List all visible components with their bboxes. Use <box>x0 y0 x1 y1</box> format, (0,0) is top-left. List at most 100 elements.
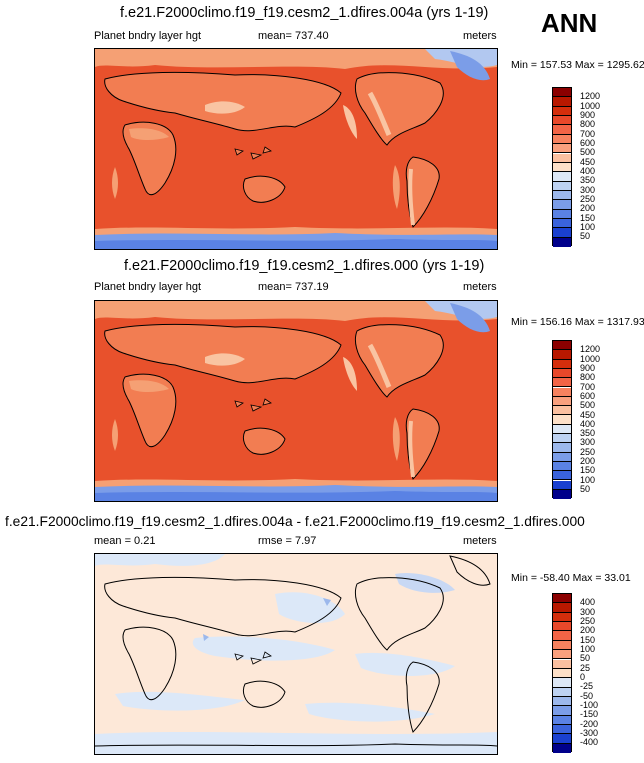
cb1-swatch <box>553 181 571 191</box>
cb1-label: 1000 <box>580 101 601 111</box>
panel3-blue-patch <box>305 702 435 722</box>
cb2-label: 200 <box>580 456 596 466</box>
cb2-label: 1000 <box>580 354 601 364</box>
panel2-colorbar <box>552 340 572 499</box>
panel3-map-field <box>95 554 497 754</box>
cb1-swatch <box>553 172 571 182</box>
panel3-colorbar <box>552 593 572 753</box>
panel1-california-stratocumulus <box>343 105 357 139</box>
panel3-units: meters <box>463 535 497 547</box>
cb1-label: 600 <box>580 138 596 148</box>
cb2-swatch <box>553 368 571 379</box>
cb2-swatch <box>553 471 571 481</box>
cb1-swatch <box>553 106 571 117</box>
cb1-swatch <box>553 134 571 145</box>
cb3-label: -300 <box>580 728 599 738</box>
cb1-label: 500 <box>580 147 596 157</box>
panel3-africa-coast <box>122 626 177 701</box>
cb3-swatch <box>553 659 571 669</box>
panel1-map <box>94 48 498 250</box>
panel1-greenland <box>450 51 490 81</box>
cb3-label: -400 <box>580 737 599 747</box>
panel1-mean: mean= 737.40 <box>258 30 329 42</box>
panel1-tibet <box>205 101 245 114</box>
cb2-swatch <box>553 359 571 369</box>
panel2-variable-label: Planet bndry layer hgt <box>94 281 202 293</box>
cb3-swatch <box>553 706 571 716</box>
cb1-swatch <box>553 153 571 163</box>
panel1-rockies <box>367 91 392 136</box>
cb2-label: 150 <box>580 465 596 475</box>
cb3-label: -150 <box>580 709 599 719</box>
cb2-label: 50 <box>580 484 591 494</box>
panel2-australia <box>242 427 286 455</box>
panel2-maritime-islands <box>234 398 272 412</box>
panel1-south-america <box>405 156 440 228</box>
cb2-label: 400 <box>580 419 596 429</box>
panel3-blue-patch <box>115 691 245 711</box>
panel3-map <box>94 553 498 755</box>
panel3-title: f.e21.F2000climo.f19_f19.cesm2_1.dfires.… <box>5 514 585 529</box>
panel1-australia <box>242 175 286 203</box>
panel3-australia-coast <box>242 680 286 708</box>
cb3-label: 250 <box>580 616 596 626</box>
cb2-swatch <box>553 378 571 388</box>
panel3-greenland-coast <box>449 555 491 586</box>
cb2-label: 700 <box>580 382 596 392</box>
cb3-swatch <box>553 696 571 707</box>
cb2-swatch <box>553 480 571 490</box>
panel1-maritime-islands <box>234 146 272 160</box>
cb1-label: 700 <box>580 129 596 139</box>
cb3-label: 25 <box>580 663 591 673</box>
panel2-minmax: Min = 156.16 Max = 1317.93 <box>511 316 644 328</box>
panel2-andes <box>408 420 415 478</box>
cb2-label: 100 <box>580 475 596 485</box>
cb3-swatch <box>553 678 571 688</box>
panel3-blue-patch <box>192 636 335 661</box>
cb1-label: 450 <box>580 157 596 167</box>
panel2-units: meters <box>463 281 497 293</box>
cb1-label: 800 <box>580 119 596 129</box>
cb2-swatch <box>553 341 571 351</box>
cb2-swatch <box>553 406 571 416</box>
cb2-label: 900 <box>580 363 596 373</box>
cb1-label: 200 <box>580 203 596 213</box>
panel3-mean: mean = 0.21 <box>94 535 156 547</box>
cb3-swatch <box>553 715 571 725</box>
cb1-label: 900 <box>580 110 596 120</box>
cb1-swatch <box>553 209 571 219</box>
cb1-swatch <box>553 200 571 210</box>
cb2-label: 300 <box>580 437 596 447</box>
cb2-label: 250 <box>580 447 596 457</box>
cb1-swatch <box>553 116 571 126</box>
panel1-colorbar <box>552 87 572 247</box>
panel1-namibia-stratocumulus <box>112 167 118 199</box>
cb2-label: 800 <box>580 372 596 382</box>
panel1-units: meters <box>463 30 497 42</box>
cb1-swatch <box>553 237 571 247</box>
panel1-map-field <box>95 49 497 249</box>
cb1-label: 1200 <box>580 91 601 101</box>
season-label: ANN <box>541 8 598 38</box>
panel3-south-america-coast <box>405 661 440 733</box>
cb1-swatch <box>553 144 571 154</box>
panel2-title: f.e21.F2000climo.f19_f19.cesm2_1.dfires.… <box>124 258 485 274</box>
cb3-swatch <box>553 650 571 660</box>
cb2-label: 1200 <box>580 344 601 354</box>
panel2-tibet <box>205 353 245 366</box>
cb3-swatch <box>553 631 571 641</box>
cb3-label: 300 <box>580 607 596 617</box>
cb1-swatch <box>553 218 571 229</box>
panel2-africa <box>122 373 177 448</box>
panel3-north-america-coast <box>354 577 444 651</box>
cb3-swatch <box>553 594 571 604</box>
cb1-label: 150 <box>580 213 596 223</box>
cb2-swatch <box>553 443 571 453</box>
panel3-antarctica-coast <box>95 743 497 747</box>
cb2-swatch <box>553 489 571 499</box>
cb1-swatch <box>553 162 571 173</box>
panel3-rmse: rmse = 7.97 <box>258 535 317 547</box>
cb3-label: 150 <box>580 635 596 645</box>
panel2-rockies <box>367 343 392 388</box>
cb2-swatch <box>553 461 571 472</box>
